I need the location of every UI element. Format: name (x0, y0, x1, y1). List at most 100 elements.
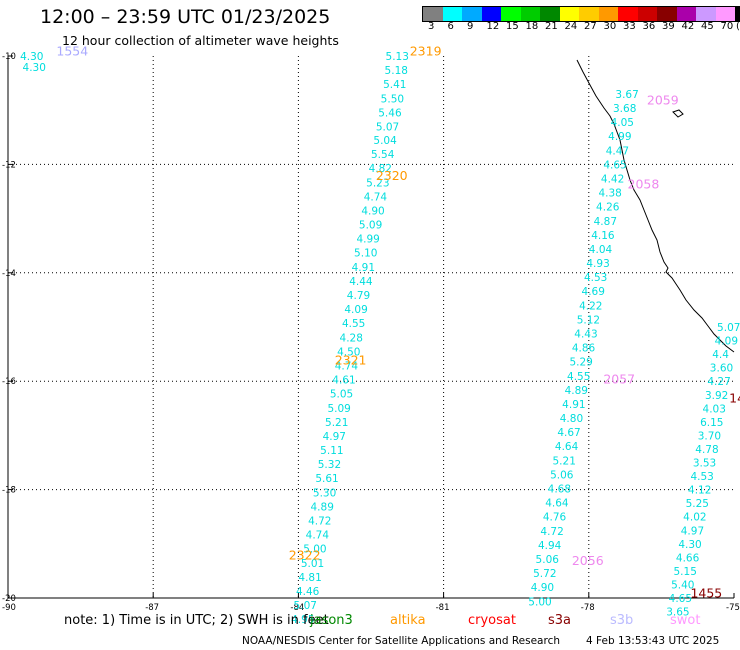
wave-height-label: 5.54 (371, 149, 395, 161)
wave-height-label: 4.46 (296, 586, 320, 598)
color-scale-label: 27 (584, 21, 597, 32)
wave-height-label: 4.55 (342, 318, 365, 330)
wave-height-label: 4.30 (20, 51, 43, 63)
wave-height-label: 4.09 (344, 304, 367, 316)
orbit-number-label: 2057 (603, 371, 635, 386)
wave-height-label: 4.30 (678, 539, 701, 551)
wave-height-label: 4.61 (332, 375, 355, 387)
color-scale-label: 18 (525, 21, 539, 32)
wave-height-label: 4.64 (555, 441, 579, 453)
wave-height-label: 5.50 (381, 93, 404, 105)
color-scale-label: 36 (642, 21, 656, 32)
lon-tick-label: -81 (436, 603, 450, 613)
wave-height-label: 4.66 (676, 552, 700, 564)
wave-height-label: 4.89 (311, 501, 334, 513)
wave-height-label: 4.65 (669, 593, 692, 605)
wave-height-label: 4.74 (335, 360, 359, 372)
wave-height-label: 4.74 (306, 530, 330, 542)
orbit-number-label: 1554 (56, 44, 88, 59)
wave-height-label: 4.50 (337, 346, 360, 358)
wave-height-label: 5.40 (671, 579, 694, 591)
wave-height-label: 5.32 (318, 459, 341, 471)
wave-height-label: 5.41 (383, 79, 406, 91)
wave-height-label: 5.46 (378, 107, 402, 119)
color-scale-label: 30 (603, 21, 617, 32)
orbit-number-label: 2059 (647, 92, 679, 107)
footer-note: note: 1) Time is in UTC; 2) SWH is in fe… (64, 613, 329, 628)
wave-height-label: 4.99 (356, 234, 379, 246)
wave-height-label: 4.87 (594, 216, 617, 228)
wave-height-label: 5.09 (327, 403, 350, 415)
lat-tick-label: -18 (2, 486, 16, 496)
wave-height-label: 4.26 (596, 202, 620, 214)
wave-height-label: 5.07 (376, 121, 399, 133)
wave-height-label: 4.02 (683, 512, 706, 524)
color-swatch (696, 7, 716, 21)
lat-tick-label: -20 (2, 594, 16, 604)
wave-height-label: 5.18 (385, 65, 408, 77)
wave-height-label: 4.12 (688, 485, 711, 497)
wave-height-label: 4.90 (531, 582, 554, 594)
lat-tick-label: -12 (2, 160, 16, 170)
wave-height-label: 5.10 (354, 248, 377, 260)
wave-height-label: 5.07 (294, 600, 317, 612)
color-scale-label: 70 (720, 21, 734, 32)
orbit-number-label: 2056 (572, 553, 604, 568)
wave-height-label: 5.29 (569, 357, 592, 369)
wave-height-label: 4.79 (347, 290, 370, 302)
wave-height-label: 4.44 (349, 276, 373, 288)
satellite-legend-item: cryosat (468, 613, 516, 628)
wave-height-label: 5.15 (674, 566, 697, 578)
orbit-number-label: 2058 (628, 176, 660, 191)
map-title: 12:00 – 23:59 UTC 01/23/2025 (40, 6, 331, 28)
color-scale-label: 6 (447, 21, 454, 32)
wave-height-label: 4.97 (323, 431, 346, 443)
wave-height-label: 5.06 (550, 469, 574, 481)
wave-height-label: 4.67 (557, 427, 580, 439)
wave-height-label: 5.21 (553, 455, 576, 467)
wave-height-label: 4.95 (291, 614, 314, 626)
wave-height-label: 4.38 (598, 188, 621, 200)
color-scale-bar (422, 6, 740, 22)
wave-height-label: 4.05 (611, 117, 634, 129)
color-swatch (637, 7, 657, 21)
color-scale-label: 24 (564, 21, 578, 32)
wave-height-label: 3.70 (698, 430, 721, 442)
color-swatch (481, 7, 501, 21)
wave-height-label: 5.06 (536, 554, 560, 566)
wave-height-label: 5.00 (303, 544, 326, 556)
credit-line: NOAA/NESDIS Center for Satellite Applica… (242, 635, 560, 647)
wave-height-label: 3.60 (710, 363, 733, 375)
wave-height-label: 4.69 (582, 286, 605, 298)
wave-height-label: 5.05 (330, 389, 353, 401)
color-scale-label: 3 (428, 21, 435, 32)
color-swatch (579, 7, 599, 21)
wave-height-label: 4.09 (715, 336, 738, 348)
wave-height-label: 4.30 (23, 62, 46, 74)
wave-height-label: 4.94 (538, 540, 562, 552)
wave-height-label: 4.16 (591, 230, 615, 242)
color-swatch (462, 7, 482, 21)
satellite-legend-item: s3b (610, 613, 634, 628)
wave-height-label: 5.61 (315, 473, 338, 485)
wave-height-label: 4.90 (361, 205, 384, 217)
wave-height-label: 4.80 (560, 413, 583, 425)
wave-height-label: 4.72 (540, 526, 563, 538)
coastline (576, 59, 735, 353)
wave-height-label: 5.23 (366, 177, 389, 189)
wave-height-label: 5.13 (386, 51, 409, 63)
lon-tick-label: -87 (145, 603, 159, 613)
wave-height-label: 3.53 (693, 458, 716, 470)
wave-height-label: 4.43 (574, 329, 597, 341)
wave-height-label: 4.04 (589, 244, 613, 256)
wave-height-label: 5.21 (325, 417, 348, 429)
wave-height-label: 4.53 (584, 272, 607, 284)
wave-height-label: 5.11 (320, 445, 343, 457)
color-swatch (657, 7, 677, 21)
color-swatch (520, 7, 540, 21)
generated-timestamp: 4 Feb 13:53:43 UTC 2025 (586, 635, 720, 647)
wave-height-label: 4.27 (707, 376, 730, 388)
orbit-number-label: 2321 (335, 353, 367, 368)
wave-height-label: 4.4 (712, 349, 729, 361)
